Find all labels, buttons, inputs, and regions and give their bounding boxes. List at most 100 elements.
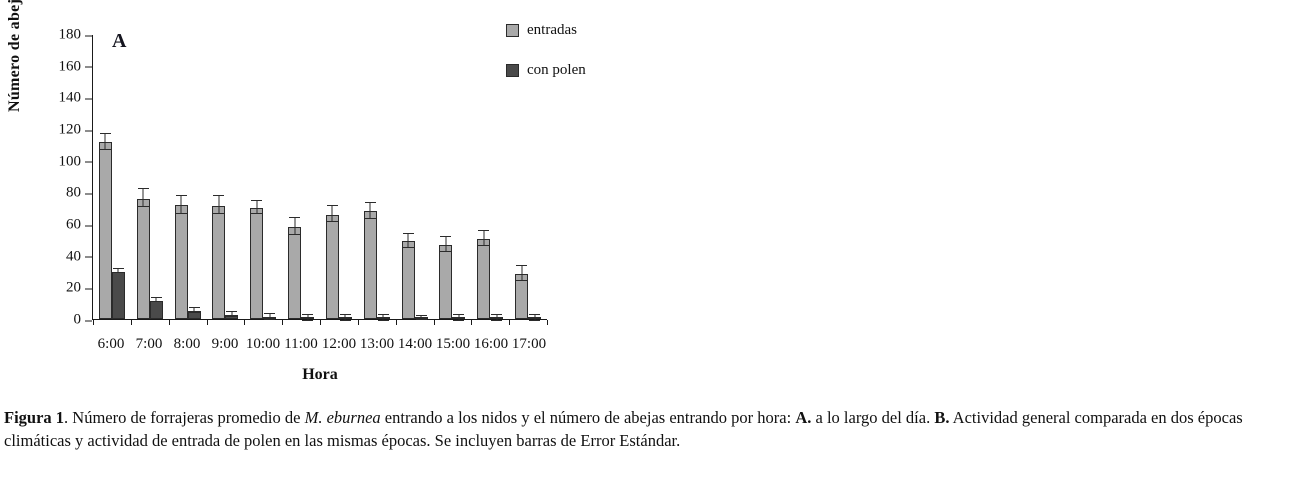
error-bar bbox=[420, 314, 422, 320]
error-bar bbox=[269, 313, 271, 320]
bar-con-polen[interactable] bbox=[452, 313, 466, 322]
bar-con-polen[interactable] bbox=[414, 314, 428, 320]
figure-caption: Figura 1. Número de forrajeras promedio … bbox=[4, 406, 1311, 453]
error-bar bbox=[142, 188, 144, 208]
bar-entradas[interactable] bbox=[98, 132, 112, 319]
bar-entradas[interactable] bbox=[439, 235, 453, 319]
y-tick-label: 160 bbox=[1, 59, 92, 74]
y-tick-label: 140 bbox=[1, 90, 92, 106]
x-tick-label: 7:00 bbox=[135, 336, 163, 352]
legend-a: entradas con polen bbox=[506, 22, 586, 102]
legend-label: entradas bbox=[527, 22, 577, 38]
x-tick-label: 8:00 bbox=[173, 336, 201, 352]
x-tick-label: 15:00 bbox=[435, 336, 471, 352]
error-bar bbox=[496, 314, 498, 321]
caption-text-3: a lo largo del día. bbox=[811, 408, 935, 427]
y-tick-label: 120 bbox=[1, 122, 92, 138]
x-tick-label: 12:00 bbox=[321, 336, 357, 352]
y-tick-label: 140 bbox=[1303, 91, 1315, 106]
bar-entradas[interactable] bbox=[363, 201, 377, 319]
x-tick-mark bbox=[547, 320, 548, 325]
bar-entradas[interactable] bbox=[325, 204, 339, 319]
bar-groups-a bbox=[93, 35, 547, 322]
y-tick-label: 80 bbox=[1, 185, 92, 201]
y-tick-label: 100 bbox=[1, 154, 92, 169]
x-tick-mark bbox=[282, 320, 284, 325]
y-axis-a bbox=[92, 35, 93, 320]
y-tick-label: 100 bbox=[1303, 154, 1315, 169]
legend-label: con polen bbox=[527, 62, 586, 78]
caption-label-a: A. bbox=[795, 408, 812, 427]
bar-entradas[interactable] bbox=[212, 195, 226, 319]
x-tick-label: 10:00 bbox=[245, 336, 281, 352]
error-bar bbox=[445, 235, 447, 252]
bar-entradas[interactable] bbox=[477, 230, 491, 319]
x-tick-label: 13:00 bbox=[359, 336, 395, 352]
error-bar bbox=[294, 217, 296, 235]
x-tick-label: 9:00 bbox=[211, 336, 239, 352]
bar-con-polen[interactable] bbox=[376, 313, 390, 322]
error-bar bbox=[369, 201, 371, 220]
legend-swatch-entradas bbox=[506, 24, 519, 37]
error-bar bbox=[483, 230, 485, 246]
error-bar bbox=[117, 268, 119, 273]
x-axis-title-a: Hora bbox=[302, 366, 338, 383]
x-tick-mark bbox=[357, 320, 359, 325]
y-tick-label: 180 bbox=[1303, 28, 1315, 43]
bar-group bbox=[320, 35, 358, 321]
legend-swatch-con-polen bbox=[506, 64, 519, 77]
legend-item[interactable]: con polen bbox=[506, 62, 586, 79]
bar-group bbox=[471, 35, 509, 321]
bar-group bbox=[358, 35, 396, 322]
x-tick-mark bbox=[168, 320, 170, 325]
error-bar bbox=[104, 132, 106, 151]
caption-figure-number: Figura 1 bbox=[4, 408, 65, 427]
chart-panel-b: Número de abejas B 020406080100120140160… bbox=[657, 0, 1315, 400]
x-tick-label: 11:00 bbox=[284, 336, 318, 352]
bar-group bbox=[131, 35, 169, 319]
x-tick-label: 6:00 bbox=[97, 336, 125, 352]
error-bar bbox=[155, 297, 157, 303]
x-axis-a bbox=[92, 319, 547, 320]
bar-entradas[interactable] bbox=[136, 188, 150, 319]
y-tick-label: 20 bbox=[1, 280, 92, 296]
x-tick-mark bbox=[509, 320, 511, 325]
x-tick-mark bbox=[206, 320, 208, 325]
x-tick-group-a bbox=[93, 314, 548, 325]
bar-con-polen[interactable] bbox=[338, 314, 352, 321]
error-bar bbox=[534, 314, 536, 321]
error-bar bbox=[231, 310, 233, 318]
bar-group bbox=[433, 35, 471, 322]
y-tick-label: 80 bbox=[1303, 186, 1315, 201]
y-tick-label: 0 bbox=[1, 312, 92, 328]
bar-entradas[interactable] bbox=[515, 264, 529, 319]
bar-con-polen[interactable] bbox=[263, 313, 277, 320]
bar-con-polen[interactable] bbox=[225, 310, 239, 319]
x-axis-labels-a: 6:00 7:00 8:00 9:00 10:00 11:00 12:00 13:00 14:0… bbox=[92, 336, 548, 353]
bar-con-polen[interactable] bbox=[149, 297, 163, 319]
error-bar bbox=[218, 195, 220, 215]
bar-con-polen[interactable] bbox=[490, 314, 504, 321]
caption-species-name: M. eburnea bbox=[304, 408, 381, 427]
plot-area-a: 0 20 40 60 80 100 120 140 160 180 bbox=[59, 27, 548, 327]
bar-con-polen[interactable] bbox=[111, 268, 125, 319]
bar-entradas[interactable] bbox=[288, 217, 302, 319]
legend-item[interactable]: entradas bbox=[506, 22, 586, 39]
bar-group bbox=[169, 35, 207, 319]
bar-con-polen[interactable] bbox=[528, 314, 542, 321]
error-bar bbox=[407, 232, 409, 249]
error-bar bbox=[344, 314, 346, 321]
bar-group bbox=[282, 35, 320, 322]
bar-group bbox=[206, 35, 244, 319]
x-tick-mark bbox=[433, 320, 435, 325]
caption-text-2: entrando a los nidos y el número de abej… bbox=[380, 408, 796, 427]
y-tick-label: 60 bbox=[1, 217, 92, 233]
bar-entradas[interactable] bbox=[174, 194, 188, 319]
bar-entradas[interactable] bbox=[250, 200, 264, 319]
bar-entradas[interactable] bbox=[401, 232, 415, 319]
y-tick-label: 0 bbox=[1303, 313, 1315, 328]
bar-con-polen[interactable] bbox=[301, 313, 315, 322]
error-bar bbox=[256, 200, 258, 215]
panel-letter-a: A bbox=[112, 30, 127, 52]
bar-con-polen[interactable] bbox=[187, 306, 201, 319]
